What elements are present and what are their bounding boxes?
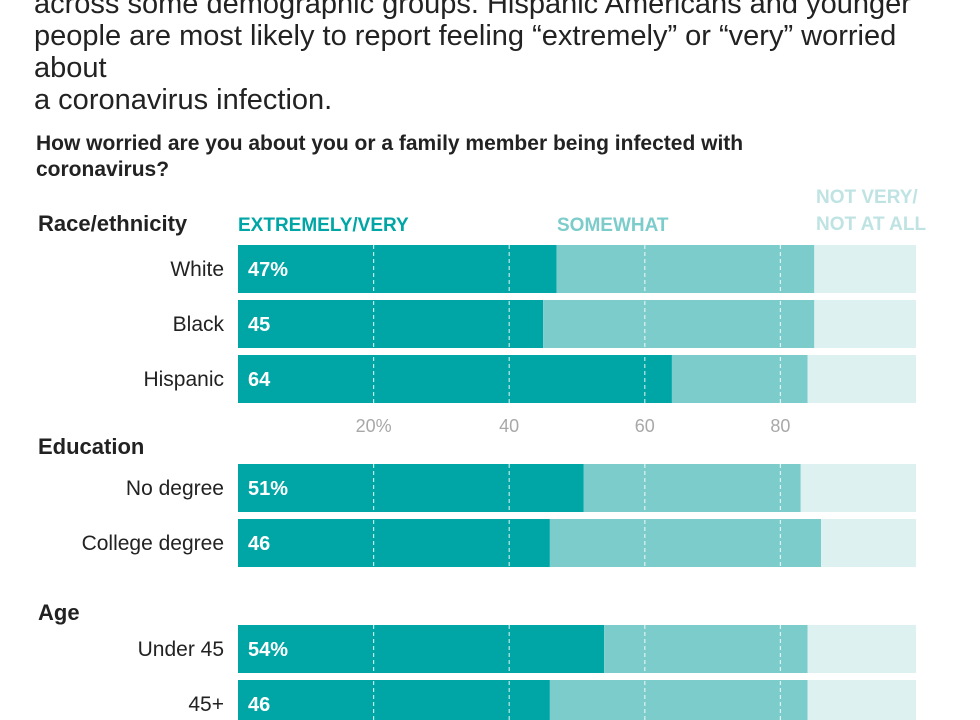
bar-segment-extremely-very <box>238 355 672 403</box>
x-tick-label: 20% <box>356 416 392 436</box>
bar-segment-somewhat <box>549 680 808 720</box>
bar-segment-extremely-very <box>238 245 557 293</box>
x-tick-label: 60 <box>635 416 655 436</box>
category-label: White <box>170 258 224 281</box>
category-label: No degree <box>126 477 224 500</box>
bar-segment-extremely-very <box>238 519 550 567</box>
bar-segment-somewhat <box>556 245 815 293</box>
bar-segment-extremely-very <box>238 300 544 348</box>
data-label: 54% <box>248 639 288 661</box>
category-label: College degree <box>82 532 224 555</box>
bar-segment-extremely-very <box>238 680 550 720</box>
bar-segment-not-very <box>814 245 916 293</box>
bar-segment-somewhat <box>604 625 808 673</box>
data-label: 46 <box>248 694 270 716</box>
intro-text: across some demographic groups. Hispanic… <box>34 0 911 116</box>
bar-segment-not-very <box>807 355 916 403</box>
x-tick-label: 80 <box>770 416 790 436</box>
x-tick-label: 40 <box>499 416 519 436</box>
category-label: 45+ <box>188 693 224 716</box>
category-label: Hispanic <box>143 368 224 391</box>
legend-somewhat: SOMEWHAT <box>557 215 669 236</box>
bar-segment-extremely-very <box>238 464 584 512</box>
bar-segment-extremely-very <box>238 625 605 673</box>
bar-segment-somewhat <box>671 355 808 403</box>
data-label: 45 <box>248 314 270 336</box>
bar-segment-not-very <box>814 300 916 348</box>
chart-title: How worried are you about you or a famil… <box>36 132 744 181</box>
data-label: 46 <box>248 533 270 555</box>
bar-segment-somewhat <box>583 464 801 512</box>
group-title-age: Age <box>38 600 80 625</box>
bar-segment-somewhat <box>543 300 815 348</box>
category-label: Under 45 <box>138 638 224 661</box>
data-label: 64 <box>248 369 271 391</box>
group-title-race: Race/ethnicity <box>38 211 188 236</box>
data-label: 47% <box>248 259 288 281</box>
legend-extremely-very: EXTREMELY/VERY <box>238 215 409 236</box>
data-label: 51% <box>248 478 288 500</box>
category-label: Black <box>173 313 225 336</box>
bar-segment-not-very <box>807 625 916 673</box>
group-title-education: Education <box>38 434 145 459</box>
bar-segment-somewhat <box>549 519 822 567</box>
legend-not-very: NOT VERY/ NOT AT ALL <box>816 187 927 235</box>
bar-segment-not-very <box>821 519 916 567</box>
bar-segment-not-very <box>807 680 916 720</box>
bar-segment-not-very <box>800 464 916 512</box>
